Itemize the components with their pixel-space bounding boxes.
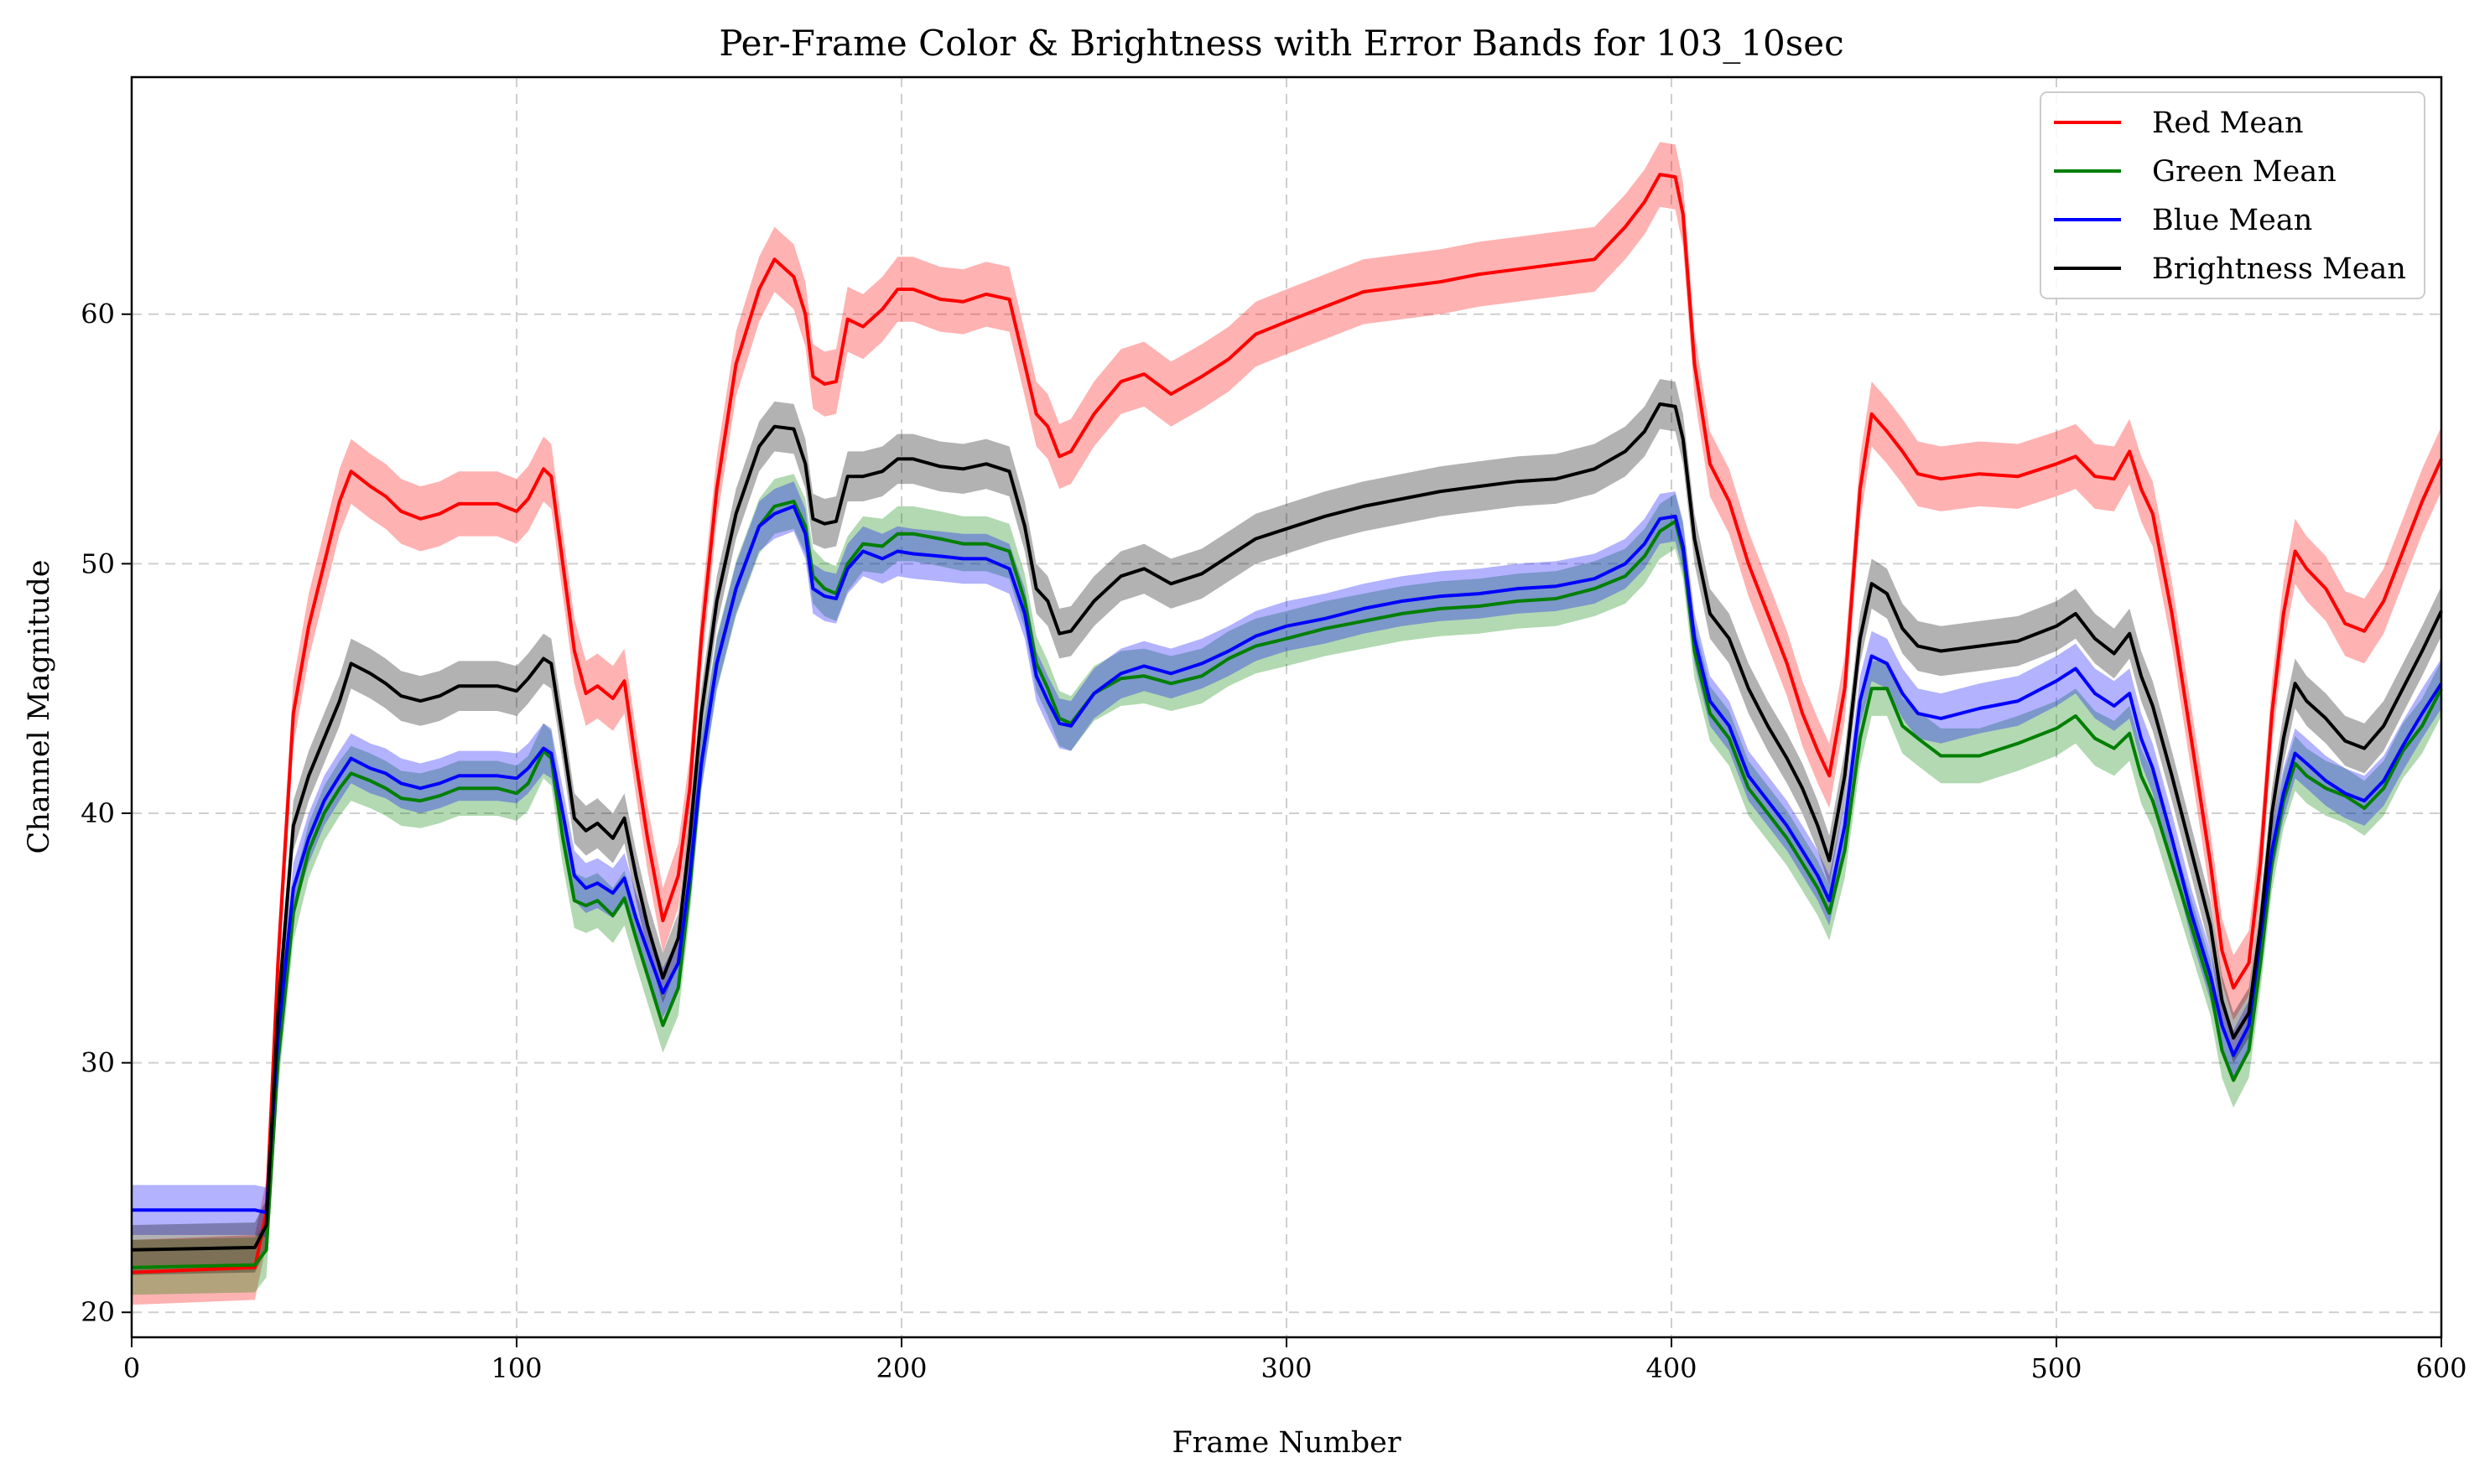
green-mean-line xyxy=(131,500,2443,1269)
x-tick-label: 300 xyxy=(1261,1352,1312,1384)
chart-title: Per-Frame Color & Brightness with Error … xyxy=(719,23,1843,64)
legend-label-brightness-mean: Brightness Mean xyxy=(2152,252,2406,286)
legend-label-red-mean: Red Mean xyxy=(2152,106,2304,140)
blue-mean-line xyxy=(132,504,2443,1215)
brightness-mean-line xyxy=(131,402,2443,1252)
x-tick-label: 600 xyxy=(2415,1352,2467,1384)
y-tick-label: 30 xyxy=(81,1047,115,1079)
legend: Red Mean Green Mean Blue Mean Brightness Me… xyxy=(2040,91,2425,299)
x-tick-label: 200 xyxy=(876,1352,927,1384)
x-axis-label: Frame Number xyxy=(1172,1426,1401,1460)
y-tick-label: 60 xyxy=(81,298,115,330)
blue-mean-error-band xyxy=(132,481,2441,1238)
legend-label-blue-mean: Blue Mean xyxy=(2152,204,2312,237)
x-tick-label: 400 xyxy=(1645,1352,1697,1384)
x-tick-label: 100 xyxy=(491,1352,542,1384)
y-tick-label: 40 xyxy=(81,797,115,829)
red-mean-line xyxy=(131,173,2443,1274)
red-mean-error-band xyxy=(132,142,2441,1305)
y-tick-label: 20 xyxy=(81,1296,115,1328)
x-tick-label: 0 xyxy=(123,1352,140,1384)
series-lines xyxy=(131,173,2443,1274)
y-axis-label: Channel Magnitude xyxy=(23,560,56,854)
legend-label-green-mean: Green Mean xyxy=(2152,155,2337,189)
y-axis: 20 30 40 50 60 xyxy=(81,298,132,1328)
x-tick-label: 500 xyxy=(2030,1352,2082,1384)
brightness-mean-error-band xyxy=(132,379,2441,1275)
x-axis: 0 100 200 300 400 500 600 xyxy=(123,1337,2467,1384)
legend-box xyxy=(2040,91,2425,299)
y-tick-label: 50 xyxy=(81,547,115,579)
